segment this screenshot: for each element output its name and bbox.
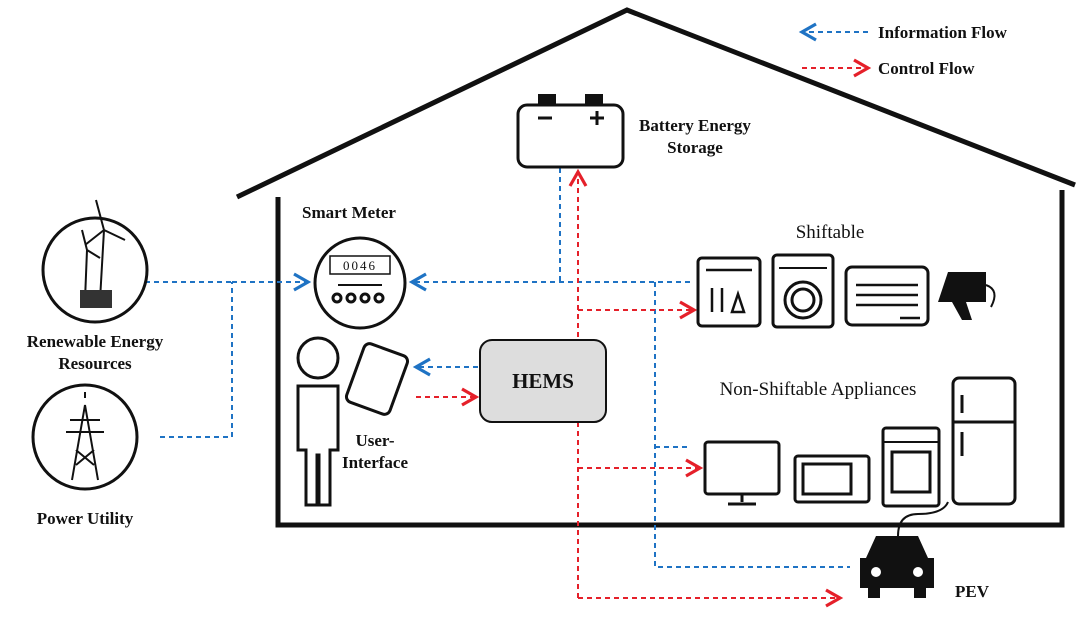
pev-label: PEV xyxy=(955,582,990,601)
hems-box xyxy=(479,339,607,423)
legend-label: Control Flow xyxy=(878,59,975,78)
legend-label: Information Flow xyxy=(878,23,1008,42)
utility-icon xyxy=(31,383,139,491)
info-flow xyxy=(145,281,233,438)
non-shiftable-label: Non-Shiftable Appliances xyxy=(720,379,917,400)
label-line: Resources xyxy=(58,354,132,373)
shiftable-label: Shiftable xyxy=(796,222,865,243)
meter-icon xyxy=(313,236,407,330)
user-interface-label: User- Interface xyxy=(342,431,409,472)
renewable-icon xyxy=(41,199,149,324)
pev-icon xyxy=(860,501,949,598)
utility-label: Power Utility xyxy=(37,509,134,528)
meter-reading: 0046 xyxy=(343,258,377,273)
non-shiftable-icons xyxy=(703,376,1017,508)
label-line: Storage xyxy=(667,138,723,157)
label-line: Interface xyxy=(342,453,409,472)
battery-icon xyxy=(516,94,625,169)
tablet-icon xyxy=(344,342,410,416)
label-line: Renewable Energy xyxy=(27,332,164,351)
smart-meter-label: Smart Meter xyxy=(302,203,396,222)
flows xyxy=(145,168,850,608)
renewable-label: Renewable Energy Resources xyxy=(27,332,164,373)
label-line: Battery Energy xyxy=(639,116,751,135)
label-line: User- xyxy=(355,431,394,450)
battery-label: Battery Energy Storage xyxy=(639,116,751,157)
user-icon xyxy=(296,336,340,507)
house xyxy=(235,7,1076,528)
shiftable-icons xyxy=(696,253,996,329)
hems-label: HEMS xyxy=(512,369,574,393)
info-flow xyxy=(559,168,850,568)
legend: Information Flow Control Flow xyxy=(798,22,1008,78)
